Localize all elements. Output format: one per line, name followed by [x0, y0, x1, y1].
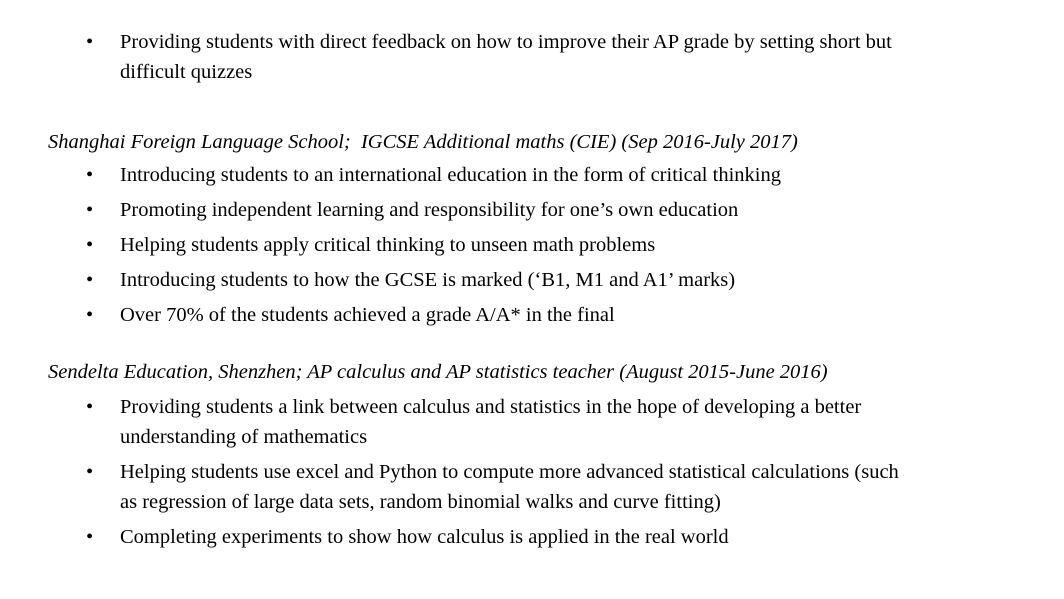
list-item: • Helping students apply critical thinki…	[86, 230, 1044, 260]
intro-bullet-list: • Providing students with direct feedbac…	[0, 27, 1064, 87]
bullet-text-line: Over 70% of the students achieved a grad…	[120, 304, 615, 326]
bullet-text-line: understanding of mathematics	[120, 426, 368, 448]
bullet-text-line: Providing students a link between calcul…	[120, 396, 862, 418]
sendelta-bullet-list: • Providing students a link between calc…	[0, 392, 1064, 552]
list-item: • Helping students use excel and Python …	[86, 457, 1044, 517]
bullet-marker-icon: •	[86, 234, 94, 256]
bullet-text-line: difficult quizzes	[120, 61, 253, 83]
bullet-marker-icon: •	[86, 269, 94, 291]
list-item: • Providing students with direct feedbac…	[86, 27, 1044, 87]
bullet-marker-icon: •	[86, 396, 94, 418]
bullet-marker-icon: •	[86, 526, 94, 548]
section-heading-shanghai: Shanghai Foreign Language School; IGCSE …	[48, 131, 798, 153]
list-item: • Over 70% of the students achieved a gr…	[86, 300, 1044, 330]
bullet-marker-icon: •	[86, 164, 94, 186]
bullet-marker-icon: •	[86, 304, 94, 326]
list-item: • Promoting independent learning and res…	[86, 195, 1044, 225]
bullet-marker-icon: •	[86, 199, 94, 221]
bullet-text-line: Helping students use excel and Python to…	[120, 461, 899, 483]
section-heading-sendelta: Sendelta Education, Shenzhen; AP calculu…	[48, 361, 828, 383]
bullet-text-line: Promoting independent learning and respo…	[120, 199, 739, 221]
list-item: • Providing students a link between calc…	[86, 392, 1044, 452]
bullet-marker-icon: •	[86, 31, 94, 53]
bullet-text-line: Helping students apply critical thinking…	[120, 234, 656, 256]
bullet-text-line: Providing students with direct feedback …	[120, 31, 892, 53]
list-item: • Introducing students to how the GCSE i…	[86, 265, 1044, 295]
bullet-text-line: Completing experiments to show how calcu…	[120, 526, 729, 548]
bullet-text-line: as regression of large data sets, random…	[120, 491, 721, 513]
list-item: • Completing experiments to show how cal…	[86, 522, 1044, 552]
bullet-text-line: Introducing students to an international…	[120, 164, 781, 186]
shanghai-bullet-list: • Introducing students to an internation…	[0, 160, 1064, 330]
bullet-text-line: Introducing students to how the GCSE is …	[120, 269, 736, 291]
list-item: • Introducing students to an internation…	[86, 160, 1044, 190]
bullet-marker-icon: •	[86, 461, 94, 483]
